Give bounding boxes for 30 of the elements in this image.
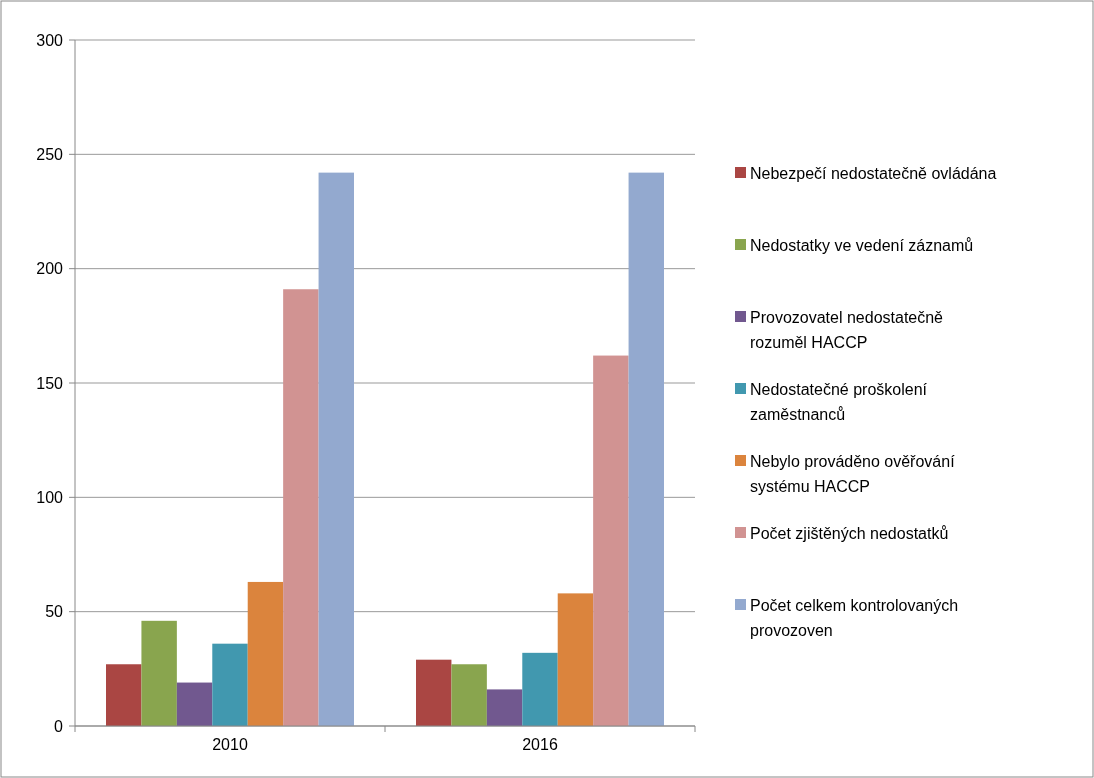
legend-label: Počet zjištěných nedostatků bbox=[750, 524, 949, 542]
bar bbox=[283, 289, 319, 726]
x-tick-label: 2010 bbox=[212, 736, 248, 753]
bar bbox=[141, 620, 177, 726]
x-tick-label: 2016 bbox=[522, 736, 558, 753]
y-tick-label: 0 bbox=[54, 717, 64, 735]
legend-label: Provozovatel nedostatečně rozuměl HACCP bbox=[750, 308, 944, 351]
bar bbox=[106, 664, 142, 726]
bar bbox=[247, 581, 284, 726]
legend-label: Nedostatečné proškolení zaměstnanců bbox=[750, 380, 928, 423]
y-tick-label: 200 bbox=[36, 260, 64, 278]
bar bbox=[212, 643, 248, 726]
bar bbox=[176, 682, 213, 726]
legend-label: Počet celkem kontrolovaných provozoven bbox=[750, 596, 959, 639]
bar bbox=[451, 664, 487, 726]
bar bbox=[522, 652, 558, 726]
bar bbox=[486, 689, 523, 726]
y-tick-label: 100 bbox=[36, 488, 64, 506]
legend-label: Nebylo prováděno ověřování systému HACCP bbox=[750, 452, 956, 495]
y-tick-label: 300 bbox=[36, 31, 64, 49]
y-tick-label: 150 bbox=[36, 374, 64, 392]
bar bbox=[416, 659, 452, 726]
legend-label: Nedostatky ve vedení záznamů bbox=[750, 236, 974, 254]
bar bbox=[628, 172, 664, 726]
y-tick-label: 250 bbox=[36, 145, 64, 163]
y-tick-label: 50 bbox=[45, 603, 64, 621]
bar bbox=[593, 355, 629, 726]
bar bbox=[318, 172, 354, 726]
legend-label: Nebezpečí nedostatečně ovládána bbox=[750, 164, 997, 182]
bar bbox=[557, 593, 594, 726]
